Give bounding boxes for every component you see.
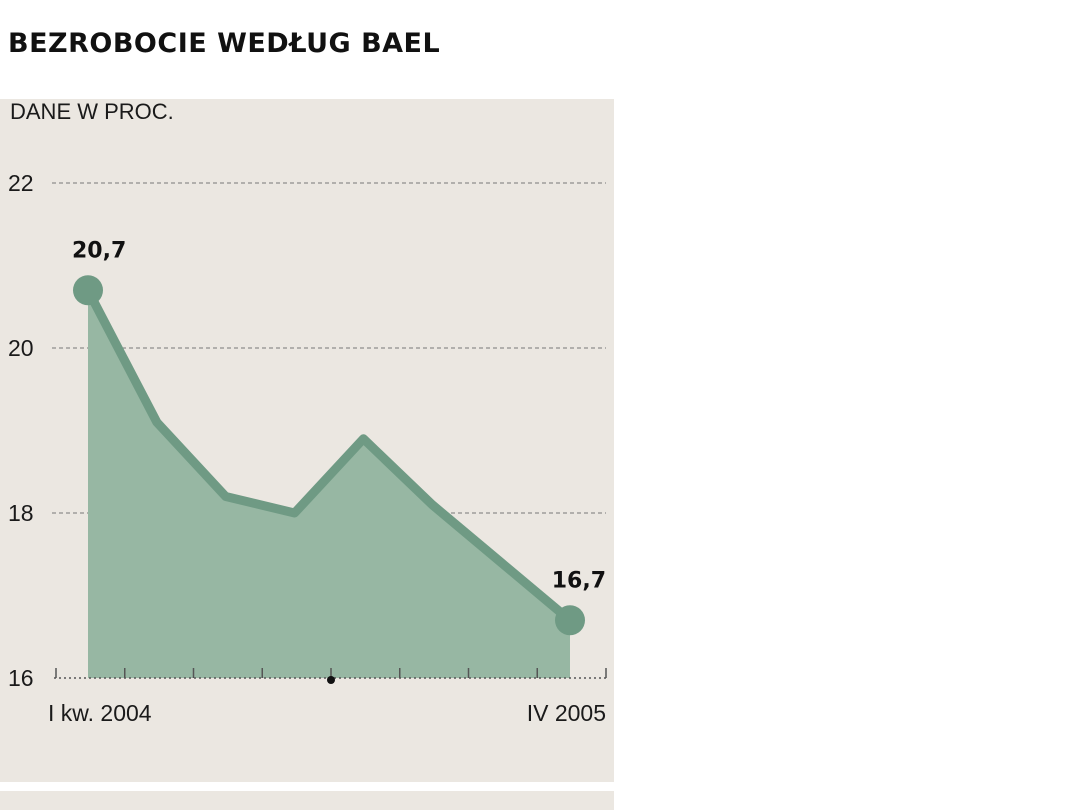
data-label: 16,7 — [552, 568, 606, 593]
chart-title: BEZROBOCIE WEDŁUG BAEL — [8, 28, 441, 59]
series-line — [83, 285, 575, 625]
y-tick-label: 18 — [8, 500, 34, 526]
data-label: 20,7 — [72, 238, 126, 263]
y-tick-label: 16 — [8, 665, 34, 691]
labels: 22 20 18 16 I kw. 2004 IV 2005 20,7 16,7 — [8, 170, 606, 726]
x-tick-label: I kw. 2004 — [48, 700, 152, 726]
unit-label: DANE W PROC. — [10, 99, 174, 124]
x-axis — [54, 668, 607, 684]
axis-midpoint-dot — [327, 676, 335, 684]
x-tick-label: IV 2005 — [527, 700, 606, 726]
area-fill — [88, 290, 570, 678]
line-chart: DANE W PROC. 22 20 18 16 I kw. 2004 IV 2005 20… — [8, 99, 607, 726]
bottom-strip — [0, 791, 614, 810]
data-point-marker — [73, 275, 103, 306]
area-layer — [88, 290, 570, 678]
y-tick-label: 22 — [8, 170, 34, 196]
data-point-marker — [555, 605, 585, 636]
line-layer — [83, 285, 575, 625]
y-tick-label: 20 — [8, 335, 34, 361]
chart-panel: DANE W PROC. 22 20 18 16 I kw. 2004 IV 2005 20… — [0, 99, 614, 782]
markers — [73, 275, 585, 636]
